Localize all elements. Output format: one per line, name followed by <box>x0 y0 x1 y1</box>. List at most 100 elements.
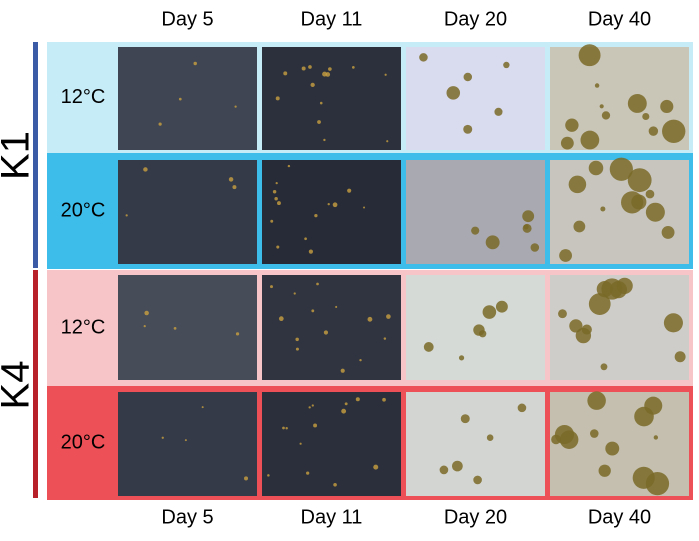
particle <box>274 196 278 201</box>
particle <box>308 406 311 409</box>
particle <box>143 324 146 328</box>
particle <box>495 300 508 313</box>
particle <box>530 243 540 252</box>
particle <box>460 414 470 424</box>
particle <box>332 202 338 208</box>
particle <box>660 99 674 114</box>
micrograph <box>262 160 401 264</box>
micrograph <box>262 275 401 380</box>
particle <box>232 185 237 190</box>
micrograph <box>118 392 257 496</box>
micrograph <box>118 47 257 150</box>
particle <box>276 245 280 249</box>
particle <box>600 206 606 212</box>
particle <box>278 316 284 322</box>
particle <box>522 223 532 233</box>
particle <box>355 397 360 402</box>
particle <box>588 160 604 176</box>
particle <box>627 93 647 113</box>
particle <box>522 210 535 223</box>
particle <box>383 337 387 340</box>
temperature-label: 20°C <box>61 199 106 221</box>
particle <box>308 65 312 69</box>
particle <box>323 330 329 335</box>
particle <box>328 67 332 71</box>
particle <box>178 97 182 101</box>
column-label: Day 5 <box>161 506 213 528</box>
group-bar <box>33 270 38 498</box>
particle <box>316 282 319 286</box>
micrograph <box>118 160 257 264</box>
particle <box>485 235 500 250</box>
particle <box>486 434 494 441</box>
particle <box>184 439 187 442</box>
particle <box>627 168 652 193</box>
particle <box>663 313 683 333</box>
particle <box>587 391 606 410</box>
particle <box>319 101 323 105</box>
group-label: K4 <box>0 361 38 410</box>
particle <box>267 474 270 477</box>
particle <box>423 342 434 352</box>
particle <box>653 435 659 440</box>
particle <box>295 347 299 351</box>
particle <box>473 324 485 336</box>
particle <box>317 120 321 124</box>
particle <box>335 305 338 308</box>
particle <box>228 177 234 182</box>
particle <box>494 107 503 116</box>
particle <box>158 122 162 126</box>
particle <box>341 408 347 414</box>
particle <box>558 309 567 319</box>
temperature-label: 12°C <box>61 316 106 338</box>
micrograph <box>118 275 257 380</box>
particle <box>272 189 277 194</box>
particle <box>565 118 579 132</box>
particle <box>590 429 599 438</box>
particle <box>661 225 675 239</box>
group-bar <box>33 42 38 268</box>
particle <box>244 476 249 481</box>
particle <box>580 130 600 150</box>
particle <box>473 475 482 485</box>
column-label: Day 20 <box>444 8 507 30</box>
particle <box>283 71 288 76</box>
particle <box>482 305 497 319</box>
particle <box>386 140 389 143</box>
particle <box>275 96 280 101</box>
particle <box>325 72 331 77</box>
particle <box>234 105 237 108</box>
particle <box>327 202 330 206</box>
particle <box>282 426 285 430</box>
particle <box>471 226 480 235</box>
temperature-label: 12°C <box>61 86 106 108</box>
particle <box>193 61 197 66</box>
particle <box>560 136 574 150</box>
particle <box>600 363 608 371</box>
particle <box>645 202 665 222</box>
particle <box>551 434 561 445</box>
particle <box>517 403 527 413</box>
particle <box>295 337 299 342</box>
particle <box>382 397 386 402</box>
particle <box>446 86 461 100</box>
particle <box>632 466 655 489</box>
particle <box>311 404 314 407</box>
particle <box>287 164 291 168</box>
particle <box>359 358 362 362</box>
particle <box>333 482 337 487</box>
particle <box>293 292 296 295</box>
particle <box>306 471 310 475</box>
particle <box>299 442 302 445</box>
particle <box>419 53 428 62</box>
particle <box>304 237 307 241</box>
particle <box>642 112 650 121</box>
particle <box>301 66 306 71</box>
particle <box>578 44 601 67</box>
particle <box>621 191 644 214</box>
particle <box>323 138 326 142</box>
particle <box>310 82 315 88</box>
particle <box>662 119 686 143</box>
column-label: Day 5 <box>161 8 213 30</box>
